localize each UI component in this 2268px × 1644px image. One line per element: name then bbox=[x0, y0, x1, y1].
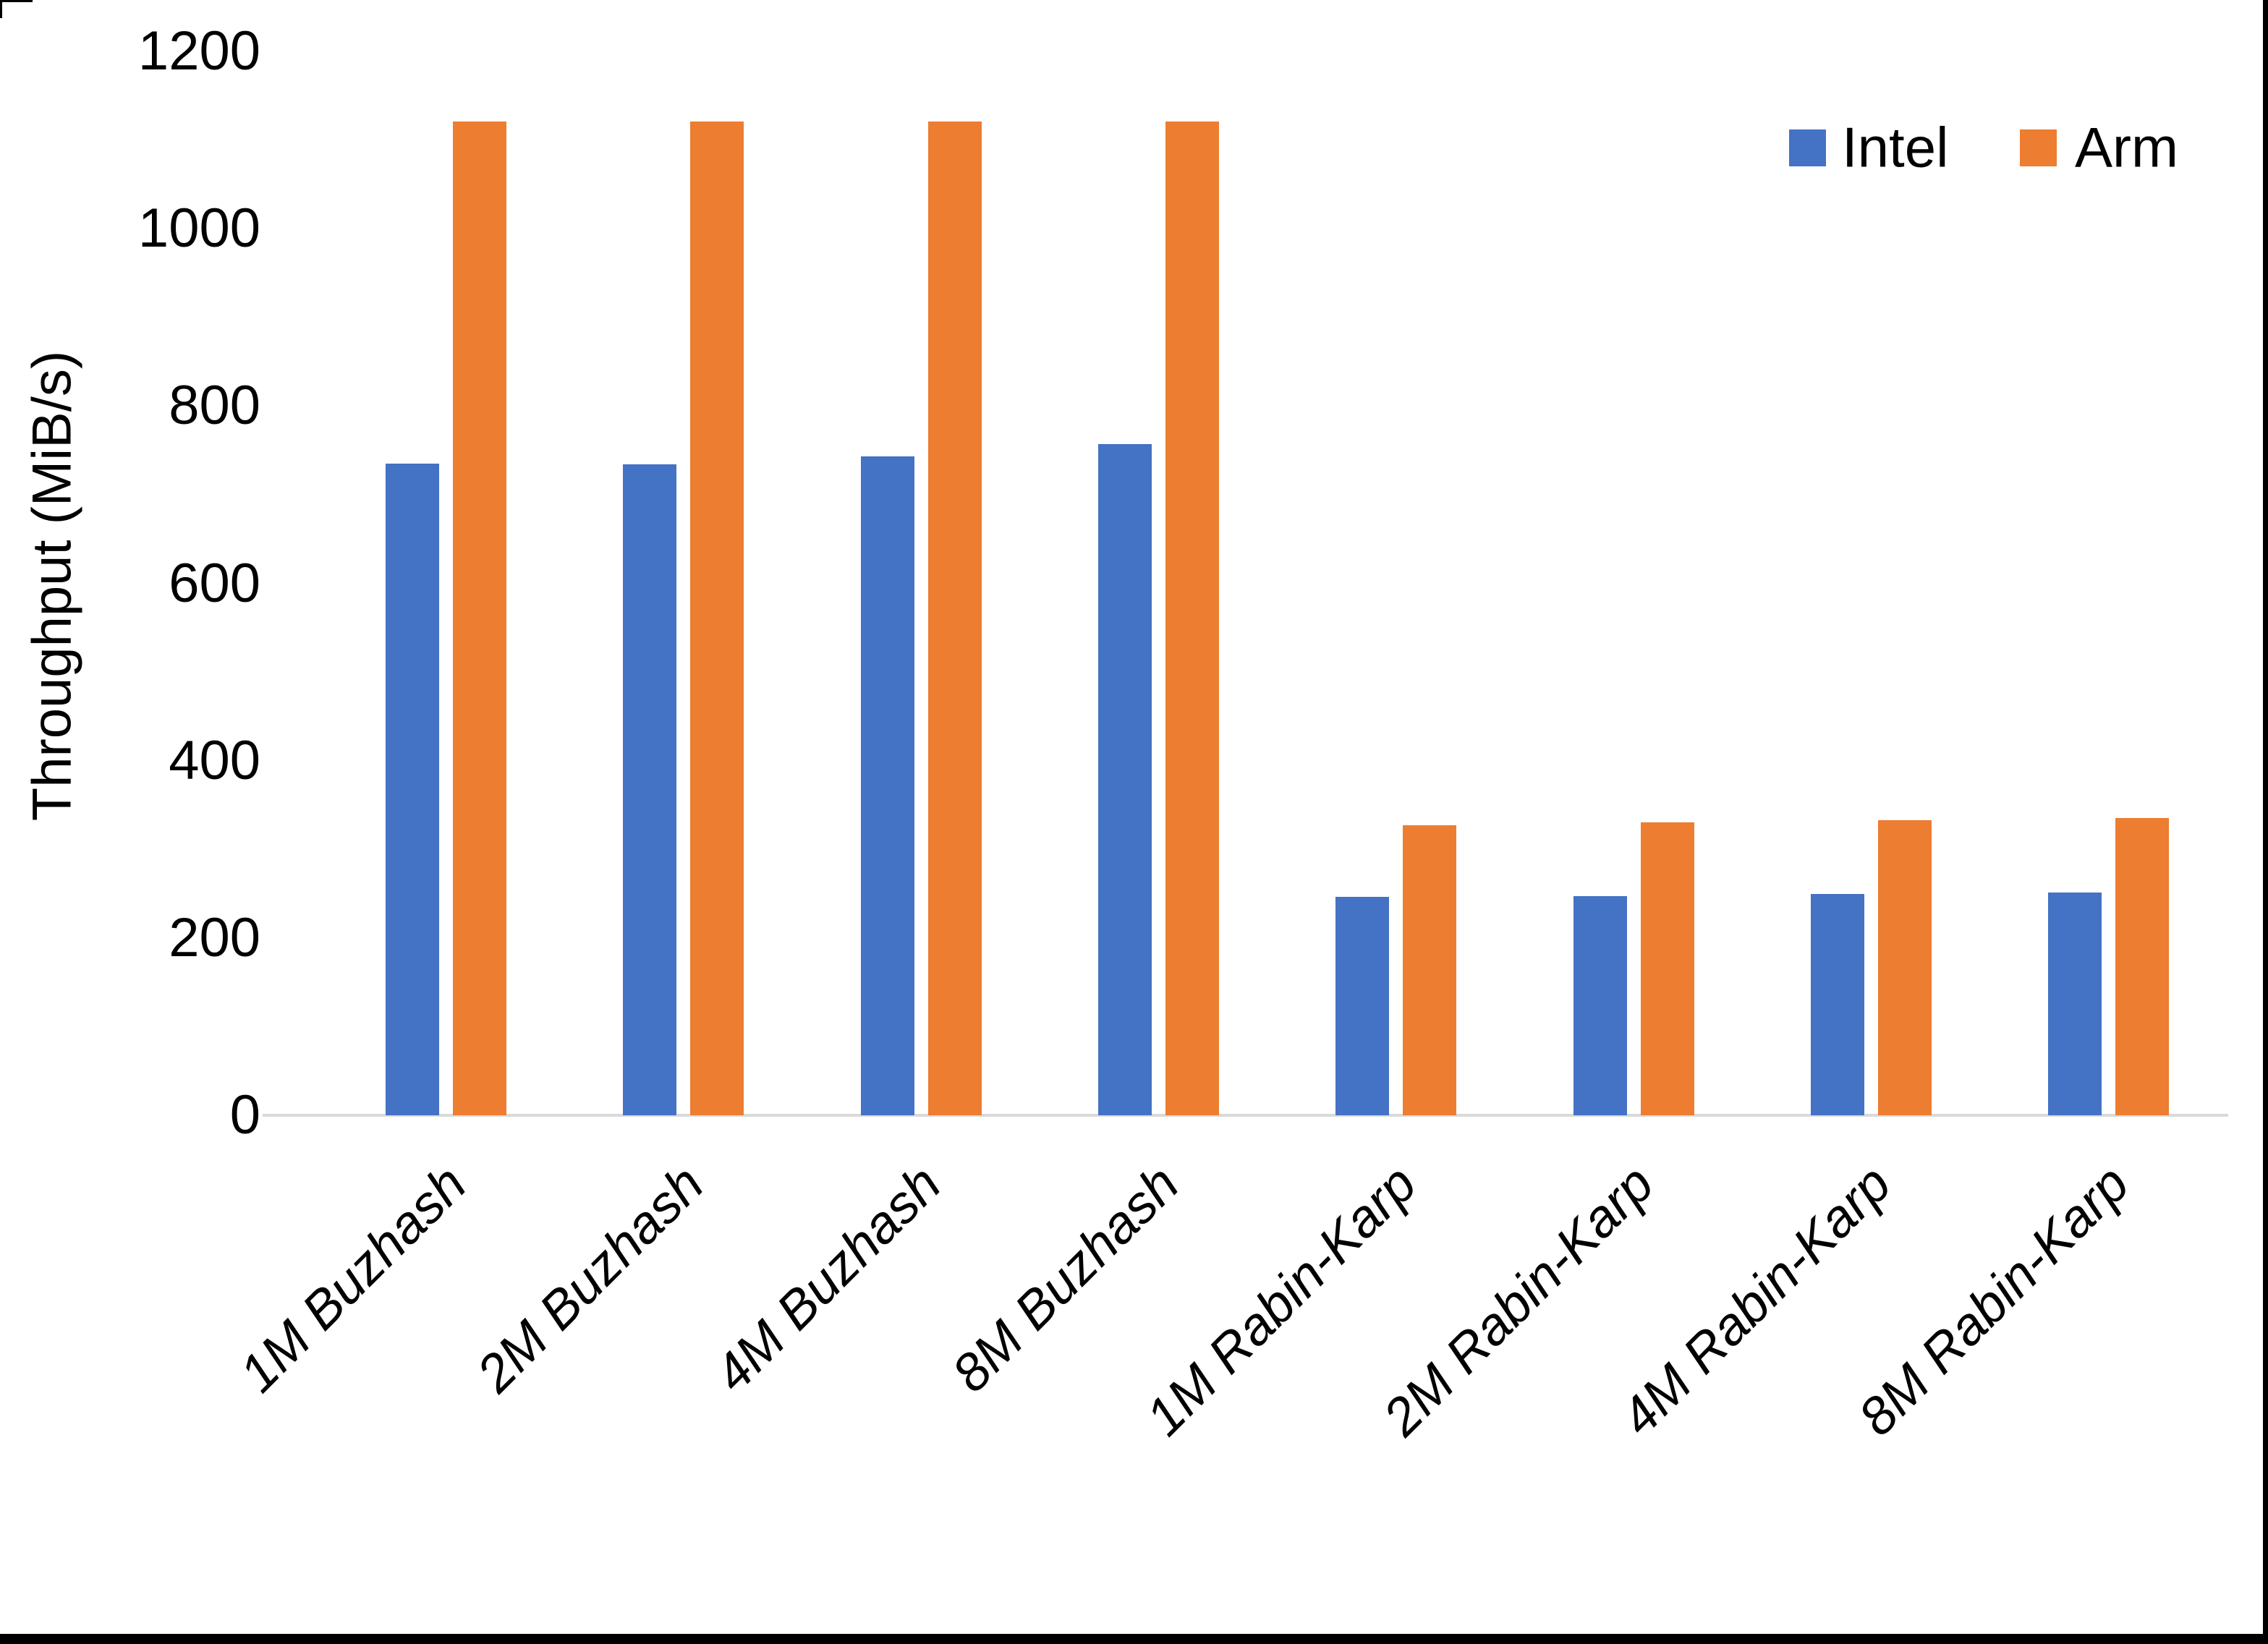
y-tick-label-200: 200 bbox=[169, 906, 260, 968]
window-border-right bbox=[2263, 0, 2268, 1644]
bar-arm-2m-buzhash bbox=[690, 121, 744, 1115]
y-tick-label-800: 800 bbox=[169, 375, 260, 437]
bar-intel-2m-buzhash bbox=[623, 464, 677, 1115]
bar-arm-8m-rabin-karp bbox=[2115, 818, 2170, 1115]
x-category-label-1m-buzhash: 1M Buzhash bbox=[228, 1154, 477, 1404]
legend-label-arm: Arm bbox=[2075, 115, 2178, 179]
bar-intel-2m-rabin-karp bbox=[1573, 896, 1627, 1115]
bar-arm-1m-rabin-karp bbox=[1403, 825, 1457, 1115]
legend-swatch-intel bbox=[1789, 129, 1826, 166]
x-axis-line bbox=[263, 1114, 2228, 1117]
legend-label-intel: Intel bbox=[1842, 115, 1949, 179]
bar-intel-1m-buzhash bbox=[386, 464, 439, 1115]
bar-intel-4m-buzhash bbox=[860, 456, 914, 1115]
legend-swatch-arm bbox=[2020, 129, 2057, 166]
y-tick-label-400: 400 bbox=[169, 729, 260, 791]
bar-arm-4m-rabin-karp bbox=[1877, 819, 1932, 1115]
bar-intel-8m-buzhash bbox=[1097, 444, 1152, 1115]
x-category-label-2m-buzhash: 2M Buzhash bbox=[465, 1154, 715, 1404]
y-tick-label-1200: 1200 bbox=[137, 20, 260, 82]
window-border-left-sliver bbox=[0, 0, 2, 18]
y-tick-label-0: 0 bbox=[229, 1084, 260, 1146]
window-border-bottom bbox=[0, 1634, 2268, 1644]
bar-intel-4m-rabin-karp bbox=[1810, 893, 1864, 1115]
x-category-label-8m-buzhash: 8M Buzhash bbox=[940, 1154, 1190, 1404]
y-tick-label-600: 600 bbox=[169, 552, 260, 614]
bar-arm-1m-buzhash bbox=[453, 121, 506, 1115]
bar-arm-4m-buzhash bbox=[927, 121, 982, 1115]
bar-intel-8m-rabin-karp bbox=[2048, 893, 2102, 1115]
bar-intel-1m-rabin-karp bbox=[1335, 897, 1390, 1115]
x-category-label-4m-buzhash: 4M Buzhash bbox=[703, 1154, 953, 1404]
window-border-top-left-sliver bbox=[0, 0, 33, 2]
bar-arm-2m-rabin-karp bbox=[1640, 822, 1694, 1115]
y-tick-label-1000: 1000 bbox=[137, 197, 260, 260]
bar-arm-8m-buzhash bbox=[1165, 121, 1219, 1115]
